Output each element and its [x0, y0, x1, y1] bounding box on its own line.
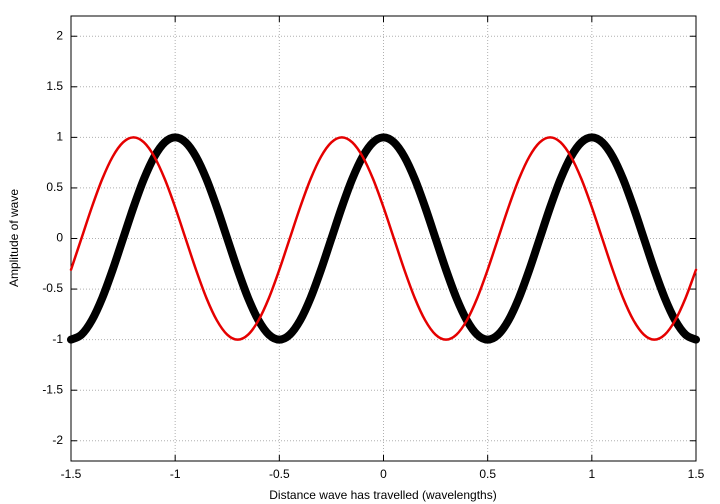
y-tick-label: -1 — [52, 332, 63, 346]
y-tick-label: 0 — [56, 231, 63, 245]
y-tick-label: 0.5 — [46, 180, 63, 194]
x-axis-label: Distance wave has travelled (wavelengths… — [269, 488, 496, 502]
x-tick-label: 1 — [588, 467, 595, 481]
y-tick-label: -2 — [52, 433, 63, 447]
x-tick-label: -1 — [170, 467, 181, 481]
plot-frame — [70, 15, 697, 462]
x-tick-label: 1.5 — [688, 467, 705, 481]
wave-line — [67, 133, 700, 344]
x-tick-label: -1.5 — [61, 467, 82, 481]
y-tick-label: -1.5 — [42, 382, 63, 396]
y-axis-label: Amplitude of wave — [7, 189, 21, 287]
y-tick-label: 2 — [56, 28, 63, 42]
x-tick-label: 0 — [380, 467, 387, 481]
x-tick-label: -0.5 — [269, 467, 290, 481]
y-tick-label: -0.5 — [42, 281, 63, 295]
y-tick-label: 1.5 — [46, 79, 63, 93]
wave-line — [69, 136, 698, 341]
x-tick-label: 0.5 — [479, 467, 496, 481]
y-tick-label: 1 — [56, 130, 63, 144]
